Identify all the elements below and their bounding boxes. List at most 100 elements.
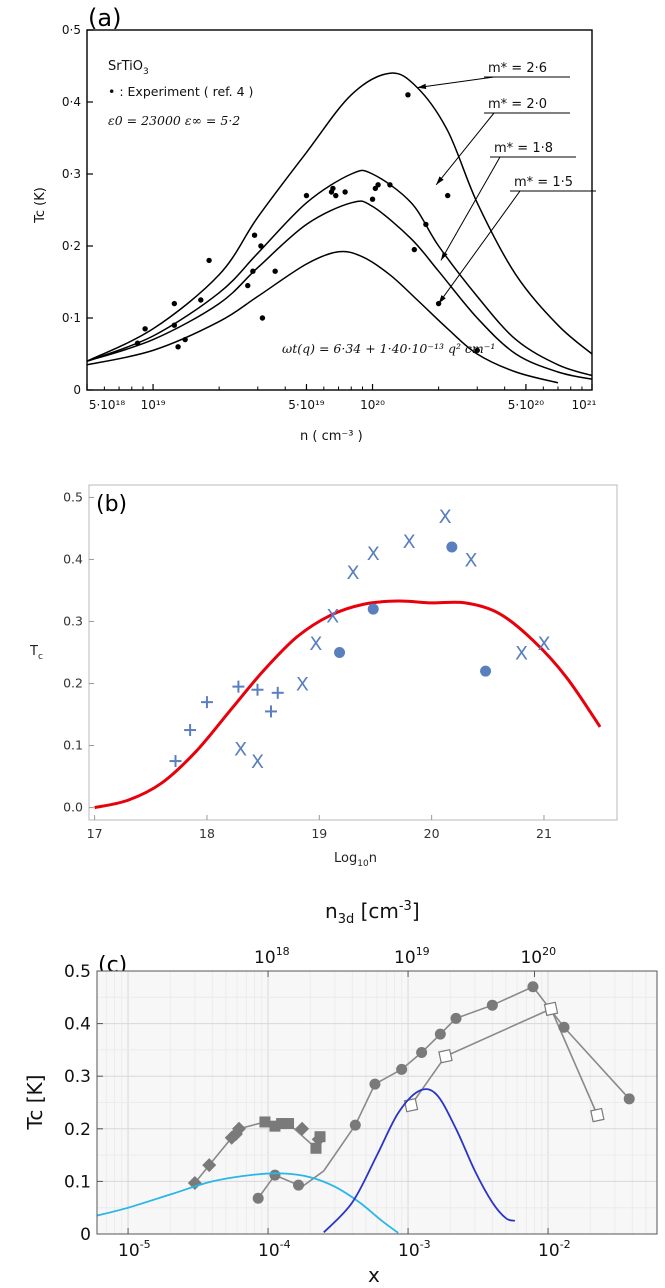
panel-a-experiment-point: [423, 221, 429, 228]
panel-c-top-tick-label: 1018: [254, 945, 290, 968]
panel-a-experiment-point: [474, 347, 480, 354]
panel-c-x-ticks: 10-5 10-4 10-3 10-2: [118, 1228, 571, 1261]
panel-a-mstar-label: m* = 1·8: [494, 141, 553, 156]
panel-c-top-tick-exp: 19: [416, 945, 430, 958]
panel-b-dot-point: [367, 603, 379, 615]
panel-c-dot-point: [396, 1063, 408, 1075]
panel-b-frame: [88, 484, 618, 821]
panel-a-y-tick-label: 0·2: [62, 239, 81, 253]
panel-b-dot-point: [446, 541, 458, 553]
panel-b-y-ticks: 0.0 0.1 0.2 0.3 0.4 0.5: [63, 489, 94, 815]
panel-a-frame: [86, 29, 593, 391]
panel-b-x-label-main: Log: [334, 851, 357, 866]
panel-a-mstar-arrow: [440, 251, 448, 261]
panel-a-experiment-point: [206, 257, 212, 264]
panel-c-dot-point: [369, 1078, 381, 1090]
panel-a-title-main: SrTiO: [108, 59, 143, 74]
panel-a-mstar-leader: [440, 156, 501, 261]
panel-c-top-label-close: ]: [412, 899, 420, 923]
panel-c-dot-point: [486, 999, 498, 1011]
panel-b-dot-point: [480, 665, 492, 677]
panel-a-mstar-leader: [417, 76, 495, 89]
panel-b-plus-point: [251, 683, 264, 696]
panel-a-curve-2: [86, 169, 593, 377]
panel-c-top-tick-exp: 20: [542, 945, 556, 958]
panel-a-curve-1: [86, 72, 593, 362]
panel-a-y-tick-label: 0: [73, 383, 81, 397]
panel-c-top-tick-exp: 18: [276, 945, 290, 958]
panel-a-title: SrTiO3: [108, 59, 149, 77]
panel-a-experiment-point: [250, 268, 256, 274]
panel-c-y-tick-label: 0.1: [64, 1172, 91, 1192]
panel-a-eps-text: ε0 = 23000 ε∞ = 5·2: [108, 113, 240, 128]
panel-c-top-tick-label: 1019: [394, 945, 430, 968]
panel-a-omega-text: ωt(q) = 6·34 + 1·40·10⁻¹³ q² cm⁻¹: [282, 341, 495, 356]
panel-a-y-tick-label: 0·3: [62, 167, 81, 181]
panel-b-x-label: Log10n: [334, 851, 377, 869]
panel-b-cross-point: X: [309, 633, 322, 655]
panel-c-x-tick-exp: -3: [420, 1238, 431, 1251]
panel-a-y-ticks: 0 0·1 0·2 0·3 0·4 0·5: [62, 23, 93, 397]
panel-a-experiment-point: [387, 182, 393, 188]
panel-a-x-tick-label: 5·10¹⁹: [288, 398, 325, 412]
panel-c-y-tick-label: 0.5: [64, 962, 91, 982]
panel-b-cross-point: X: [515, 643, 528, 665]
panel-c-top-label-tail: [cm: [354, 899, 399, 923]
panel-c-y-tick-label: 0.2: [64, 1120, 91, 1140]
panel-c-x-tick-base: 10: [258, 1241, 280, 1261]
panel-c-dot-point: [527, 981, 539, 993]
panel-c-open-square-point: [543, 1001, 559, 1017]
panel-c-x-tick-exp: -4: [280, 1238, 291, 1251]
panel-b-plus-point: [232, 680, 245, 693]
panel-a-experiment-point: [182, 336, 188, 343]
panel-a-curve-3: [86, 200, 593, 380]
panel-c-x-label: x: [368, 1263, 380, 1287]
panel-c-dot-point: [416, 1047, 428, 1059]
panel-c-dot-point: [558, 1021, 570, 1033]
panel-a-experiment-point: [171, 300, 178, 307]
panel-c-series: [96, 981, 635, 1234]
panel-b-y-tick-label: 0.1: [63, 738, 83, 753]
panel-b-dot-point: [334, 647, 346, 658]
panel-a-experiment-point: [142, 326, 148, 332]
panel-a-x-ticks: 5·10¹⁸ 10¹⁹ 5·10¹⁹ 10²⁰ 5·10²⁰ 10²¹: [86, 384, 597, 412]
panel-b-x-ticks: 17 18 19 20 21: [87, 815, 552, 841]
panel-c-y-tick-label: 0.4: [64, 1015, 91, 1035]
panel-a-y-label: Tc (K): [33, 187, 48, 224]
panel-a-experiment-point: [175, 344, 181, 350]
panel-c-top-label-sub: 3d: [338, 912, 355, 927]
panel-c-diamond-point: [231, 1121, 246, 1136]
panel-b-x-tick-label: 18: [199, 826, 215, 841]
panel-a-experiment-point: [258, 243, 264, 249]
panel-c-x-tick-label: 10-5: [118, 1238, 151, 1261]
panel-a-x-tick-label: 10²⁰: [360, 398, 385, 412]
panel-a-experiment-point: [342, 189, 348, 195]
panel-a-mstar-leader: [438, 190, 521, 304]
panel-b-x-tick-label: 17: [87, 826, 103, 841]
panel-b-plus-point: [169, 755, 182, 768]
panel-a-annotations: m* = 2·6 m* = 2·0 m* = 1·8 m* = 1·5: [417, 61, 596, 304]
panel-c-square-point: [259, 1116, 271, 1128]
panel-b-theory-curve: [94, 599, 602, 810]
panel-a-mstar-leader: [435, 112, 495, 186]
panel-c-top-tick-label: 1020: [520, 945, 556, 968]
panel-b-plus-point: [200, 696, 213, 709]
panel-c-diamond-point: [187, 1175, 202, 1190]
panel-a-experiment-point: [198, 297, 204, 303]
panel-c-blue_curve: [323, 1088, 516, 1234]
panel-a-experiment-point: [411, 246, 418, 253]
panel-a-experiment-point: [444, 192, 451, 199]
panel-c-top-label-exp: -3: [399, 899, 412, 914]
panel-c-square-point: [276, 1118, 288, 1130]
panel-b-x-label-tail: n: [369, 851, 377, 866]
panel-a-curves: [86, 72, 593, 384]
panel-c-square-point: [310, 1142, 322, 1154]
panel-b-y-label-main: T: [29, 644, 38, 659]
panel-a-x-tick-label: 10²¹: [572, 398, 597, 412]
panel-c-dot-point: [450, 1012, 462, 1024]
panel-c-open-square-point: [438, 1048, 453, 1064]
panel-a-y-tick-label: 0·1: [62, 311, 81, 325]
panel-b-cross-point: X: [234, 739, 247, 761]
panel-a-title-sub: 3: [143, 67, 149, 77]
panel-c-diamond-point: [311, 1132, 326, 1147]
